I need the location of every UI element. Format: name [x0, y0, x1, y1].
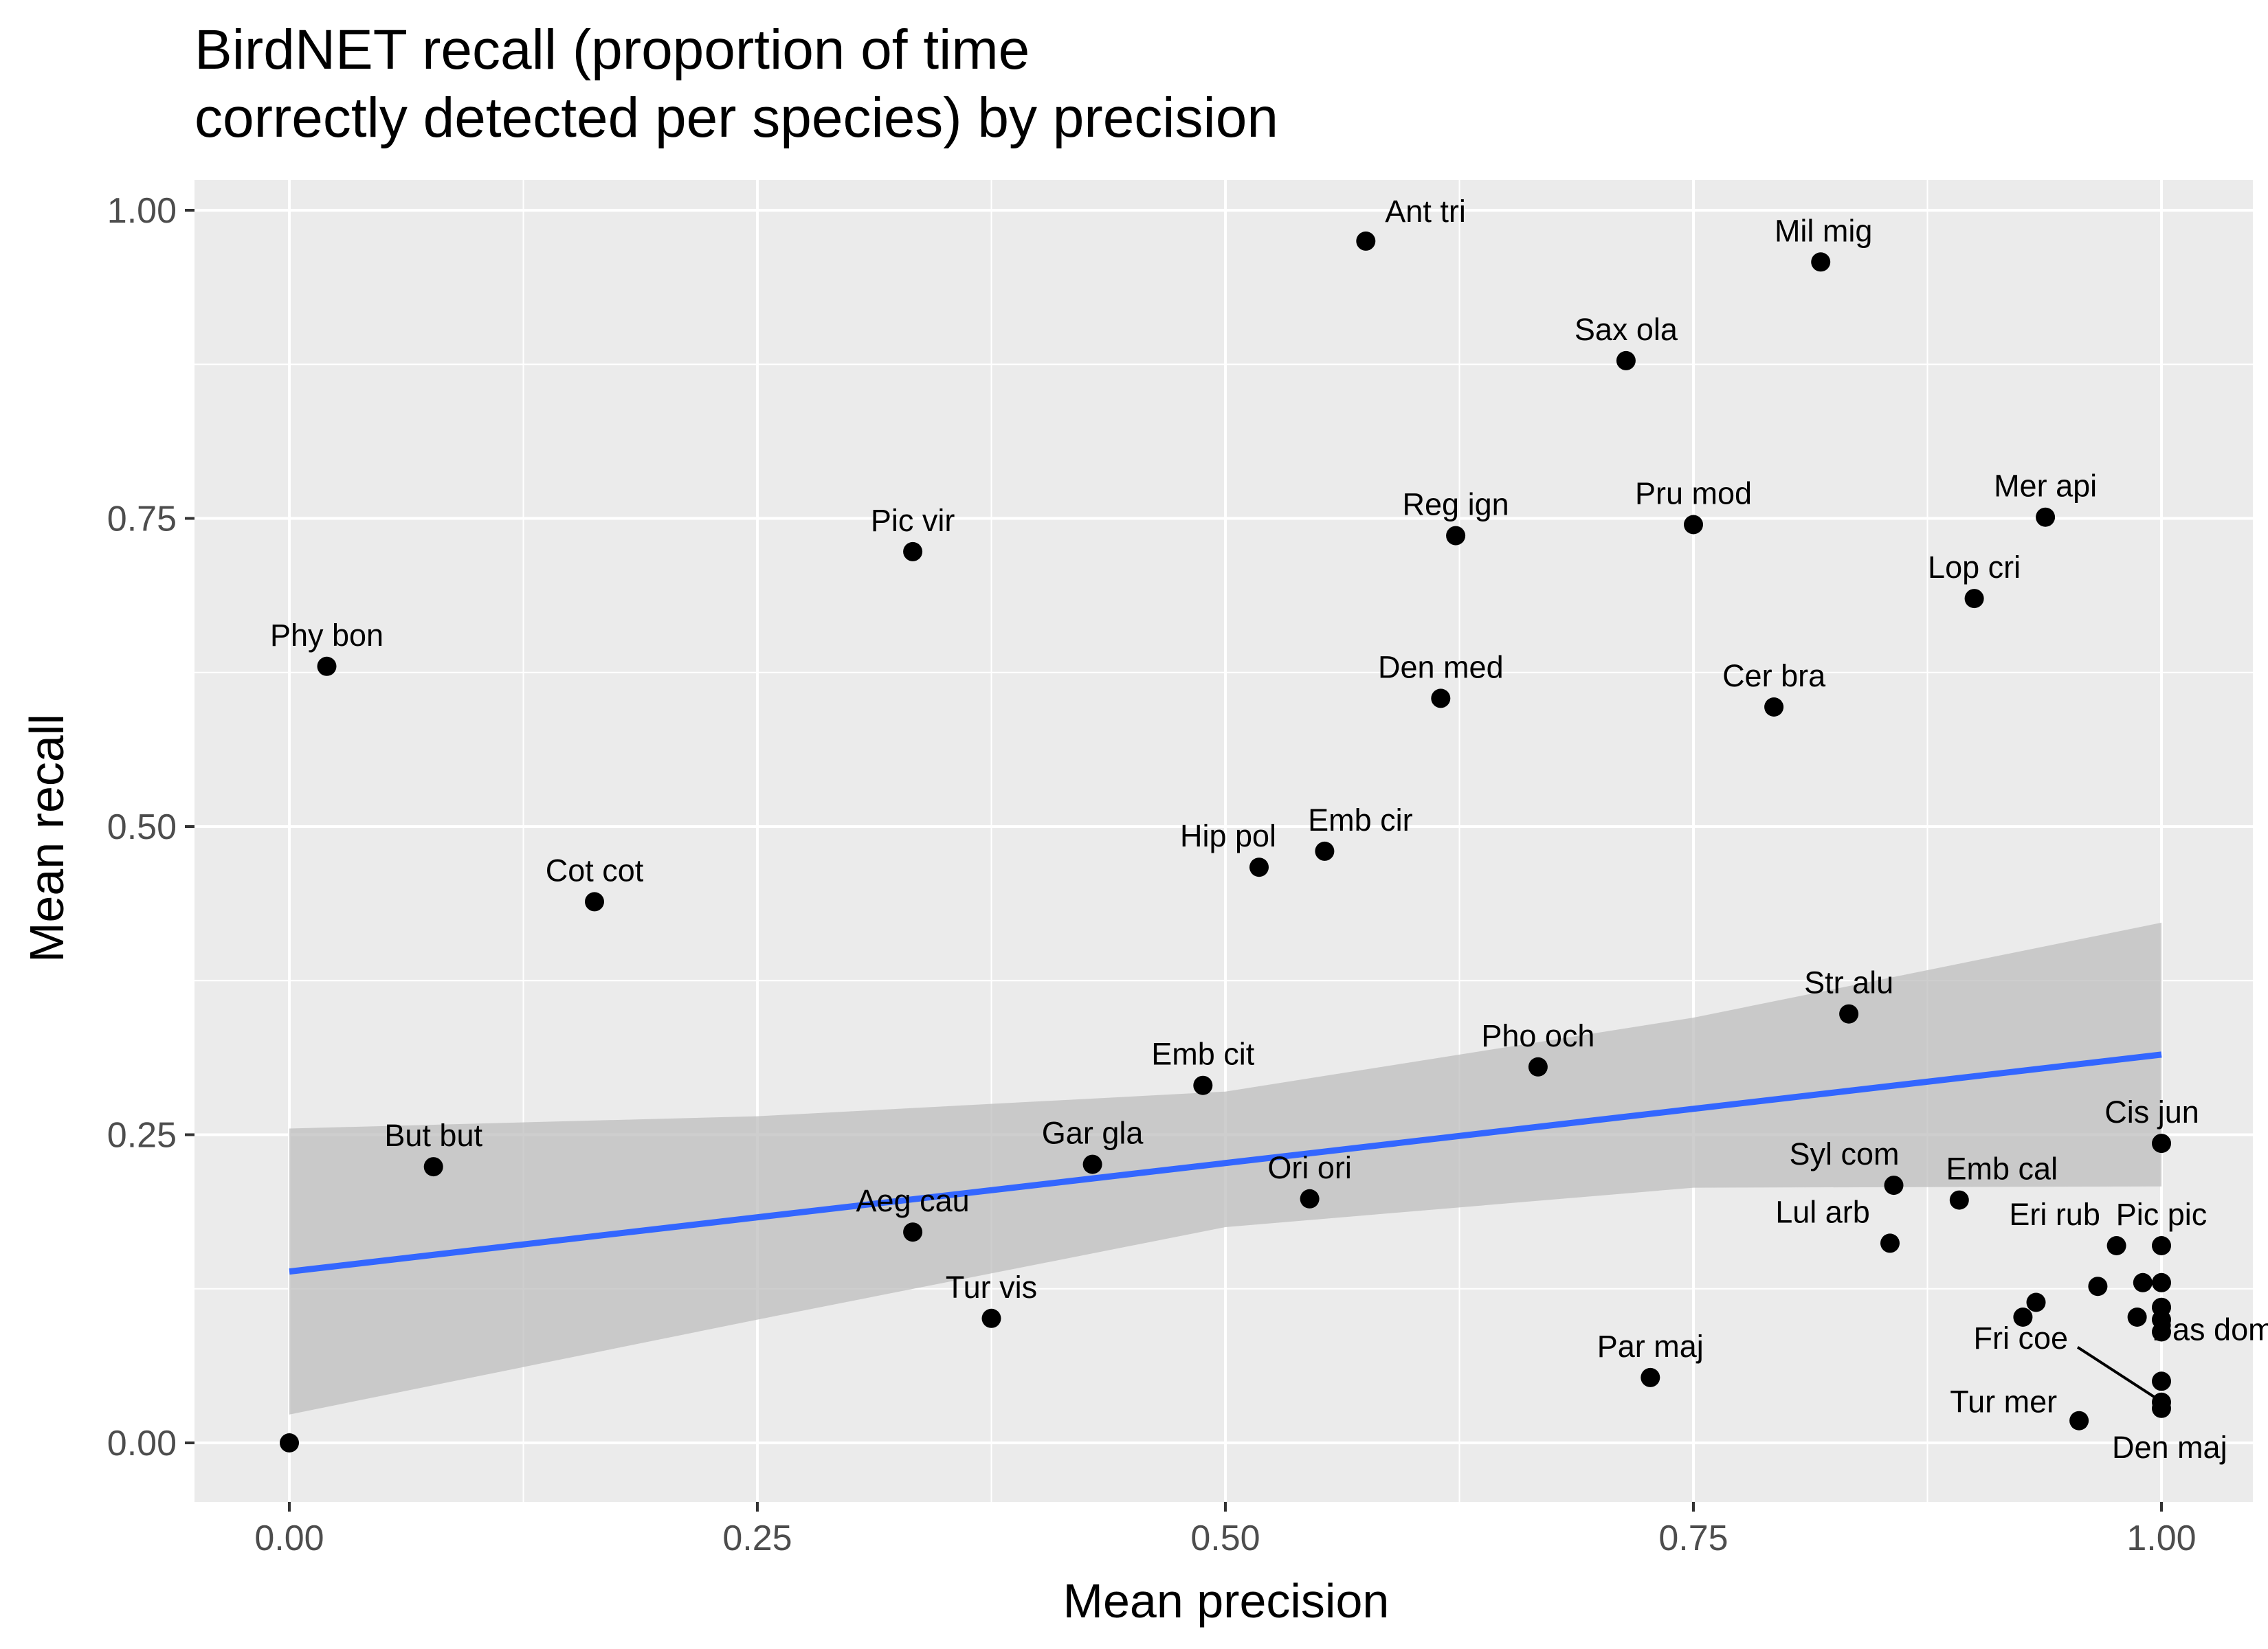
point-pho-och: [1528, 1057, 1548, 1077]
x-tick-label: 0.25: [722, 1518, 792, 1558]
point-gar-gla: [1082, 1154, 1102, 1174]
point-cer-bra: [1764, 697, 1784, 717]
point-pru-mod: [1684, 515, 1703, 535]
x-tick-label: 0.50: [1190, 1518, 1260, 1558]
point-label-mer-api: Mer api: [1994, 469, 2097, 504]
points-layer: [280, 231, 2171, 1452]
point-label-eri-rub: Eri rub: [2009, 1197, 2100, 1232]
y-axis: 0.00 0.25 0.50 0.75 1.00: [107, 191, 194, 1463]
point-den-med: [1431, 688, 1451, 708]
point-label-tur-vis: Tur vis: [946, 1270, 1037, 1305]
y-tick-label: 1.00: [107, 191, 177, 231]
point-label-gar-gla: Gar gla: [1042, 1116, 1144, 1151]
point-pic-vir: [903, 541, 923, 561]
point-label-den-med: Den med: [1378, 649, 1504, 684]
point-label-ant-tri: Ant tri: [1385, 194, 1466, 229]
point-label-emb-cir: Emb cir: [1308, 803, 1413, 838]
point-label-cot-cot: Cot cot: [546, 853, 644, 888]
point-label-pic-vir: Pic vir: [871, 503, 955, 538]
y-tick-label: 0.75: [107, 500, 177, 539]
trend-line: [289, 1051, 2162, 1275]
trend-line-layer: [289, 1051, 2162, 1275]
point-lop-cri: [1964, 589, 1984, 609]
point-hip-pol: [1249, 857, 1269, 877]
point-pic-pic: [2152, 1236, 2171, 1255]
point-lul-arb: [1880, 1233, 1900, 1253]
point-reg-ign: [1446, 526, 1466, 546]
y-axis-title: Mean recall: [20, 714, 74, 963]
point-label-emb-cal: Emb cal: [1946, 1152, 2058, 1187]
point-label-ori-ori: Ori ori: [1267, 1150, 1352, 1185]
point-label-hip-pol: Hip pol: [1180, 818, 1276, 853]
point-ant-tri: [1356, 231, 1376, 251]
point-unlabeled: [2152, 1322, 2171, 1342]
point-den-maj: [2152, 1398, 2171, 1418]
chart-title-line-2: correctly detected per species) by preci…: [194, 87, 1278, 149]
point-label-pas-dom: Pas dom: [2152, 1312, 2268, 1347]
chart-title: BirdNET recall (proportion of time corre…: [194, 19, 1278, 149]
point-label-mil-mig: Mil mig: [1775, 213, 1873, 248]
point-labels-layer: Ant tri Mil mig Sax ola Mer api Pru mod Reg i…: [270, 194, 2268, 1465]
point-emb-cal: [1949, 1190, 1969, 1210]
point-label-par-maj: Par maj: [1597, 1329, 1704, 1364]
point-label-str-alu: Str alu: [1804, 965, 1893, 1000]
point-cot-cot: [585, 892, 604, 912]
x-axis-title: Mean precision: [1063, 1574, 1390, 1628]
x-tick-label: 0.00: [254, 1518, 324, 1558]
point-label-fri-coe: Fri coe: [1973, 1321, 2068, 1356]
point-aeg-cau: [903, 1222, 923, 1242]
point-label-lop-cri: Lop cri: [1928, 550, 2021, 585]
point-but-but: [423, 1157, 443, 1177]
point-eri-rub: [2106, 1236, 2126, 1255]
chart-title-line-1: BirdNET recall (proportion of time: [194, 19, 1030, 81]
point-emb-cir: [1315, 841, 1335, 861]
x-axis: 0.00 0.25 0.50 0.75 1.00: [254, 1502, 2197, 1558]
point-mer-api: [2036, 507, 2056, 527]
point-label-but-but: But but: [384, 1118, 482, 1153]
x-tick-label: 0.75: [1658, 1518, 1728, 1558]
point-str-alu: [1839, 1004, 1859, 1024]
confidence-band: [289, 922, 2161, 1415]
point-label-pho-och: Pho och: [1481, 1018, 1594, 1053]
point-sax-ola: [1616, 350, 1636, 370]
point-label-cis-jun: Cis jun: [2104, 1095, 2199, 1130]
point-phy-bon: [317, 656, 337, 676]
point-label-lul-arb: Lul arb: [1775, 1194, 1870, 1229]
point-label-den-maj: Den maj: [2112, 1430, 2227, 1465]
point-unlabeled: [2013, 1308, 2033, 1327]
point-cis-jun: [2152, 1134, 2171, 1154]
point-label-pic-pic: Pic pic: [2116, 1197, 2208, 1232]
point-label-aeg-cau: Aeg cau: [856, 1183, 970, 1218]
label-leader-layer: [2076, 1346, 2157, 1400]
point-label-tur-mer: Tur mer: [1950, 1384, 2057, 1420]
point-mil-mig: [1811, 252, 1831, 272]
point-label-phy-bon: Phy bon: [270, 618, 383, 653]
point-syl-com: [1884, 1176, 1904, 1196]
point-ori-ori: [1300, 1189, 1320, 1209]
point-tur-vis: [981, 1308, 1001, 1328]
point-label-syl-com: Syl com: [1789, 1136, 1899, 1171]
point-unlabeled: [2127, 1308, 2147, 1327]
point-unlabeled: [280, 1433, 299, 1452]
point-pas-dom: [2152, 1371, 2171, 1391]
point-label-cer-bra: Cer bra: [1722, 658, 1826, 693]
point-unlabeled: [2133, 1272, 2153, 1292]
point-unlabeled: [2088, 1277, 2108, 1297]
y-tick-label: 0.25: [107, 1116, 177, 1156]
point-label-pru-mod: Pru mod: [1635, 476, 1752, 511]
y-tick-label: 0.00: [107, 1424, 177, 1463]
point-unlabeled: [2026, 1292, 2046, 1312]
point-unlabeled: [2152, 1272, 2171, 1292]
point-emb-cit: [1193, 1075, 1213, 1095]
point-label-emb-cit: Emb cit: [1151, 1037, 1255, 1072]
point-label-sax-ola: Sax ola: [1575, 312, 1678, 347]
y-tick-label: 0.50: [107, 807, 177, 847]
label-leader-fri-coe: [2076, 1346, 2157, 1400]
x-tick-label: 1.00: [2126, 1518, 2196, 1558]
confidence-band-layer: [289, 922, 2161, 1415]
point-label-reg-ign: Reg ign: [1403, 487, 1509, 522]
point-par-maj: [1641, 1367, 1660, 1387]
point-tur-mer: [2069, 1411, 2089, 1431]
